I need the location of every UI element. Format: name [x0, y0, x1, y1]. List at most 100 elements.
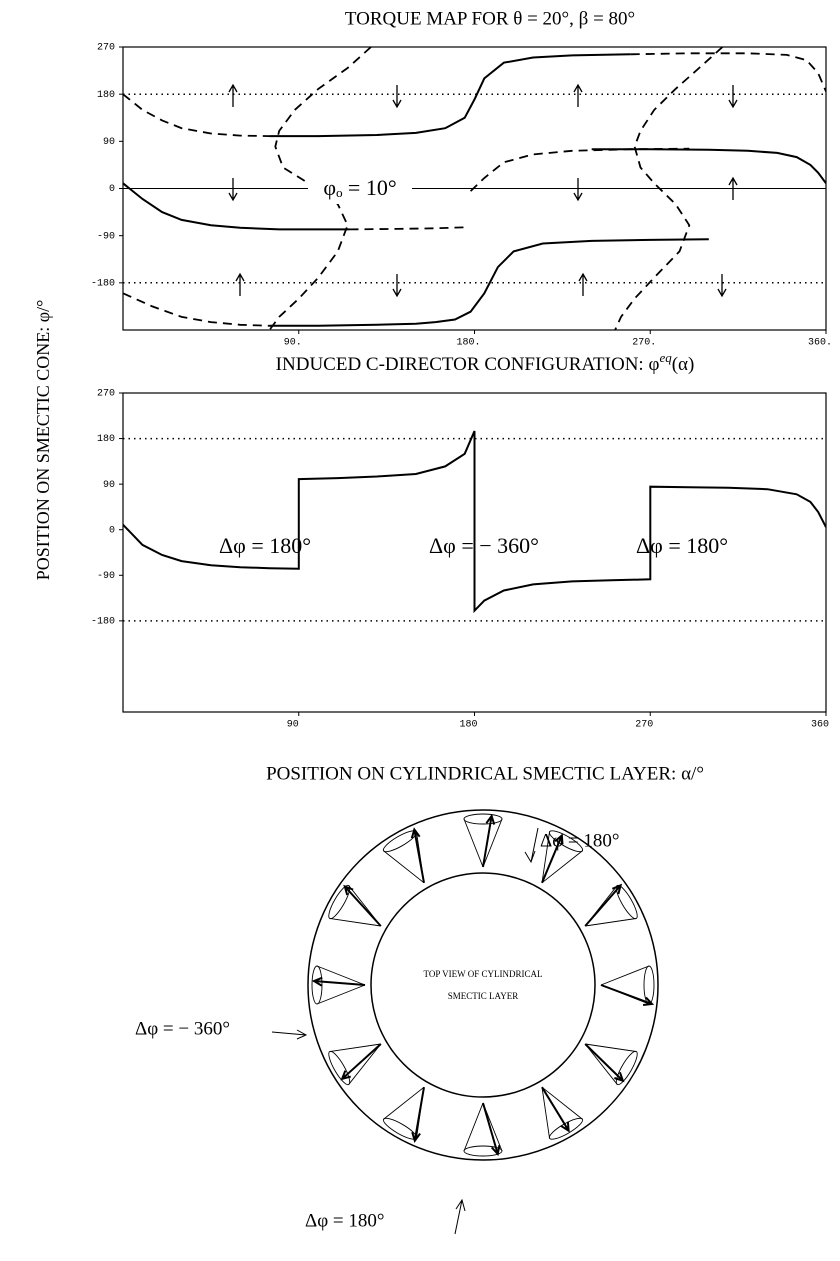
c-director	[410, 827, 425, 883]
curve	[269, 321, 436, 327]
torque-arrow	[228, 83, 238, 107]
annotation: Δφ = 180°	[219, 533, 311, 558]
pointer-arrow	[271, 1029, 308, 1040]
cone	[584, 1043, 637, 1085]
y-axis-label: POSITION ON SMECTIC CONE: φ/°	[33, 300, 53, 581]
torque-arrow	[573, 83, 583, 107]
cone-base	[615, 1050, 638, 1086]
cone	[541, 1086, 583, 1139]
torque-arrow	[392, 274, 402, 298]
c-director	[343, 884, 382, 927]
c-director	[584, 1043, 625, 1083]
outer-circle	[307, 809, 659, 1161]
torque-arrow	[578, 272, 588, 296]
curve	[123, 430, 826, 614]
title-part: (α)	[672, 354, 695, 375]
title-part: INDUCED C-DIRECTOR CONFIGURATION: φ	[276, 354, 660, 375]
x-axis-label: POSITION ON CYLINDRICAL SMECTIC LAYER: α…	[266, 763, 704, 784]
cone	[463, 818, 503, 868]
y-tick-label: 180	[97, 90, 115, 101]
cone-base	[328, 1050, 351, 1086]
x-tick-label: 270	[635, 720, 653, 731]
curve	[349, 226, 465, 231]
torque-arrow	[228, 178, 238, 202]
y-tick-label: -90	[97, 571, 115, 582]
c-director	[482, 1102, 501, 1157]
c-director	[541, 833, 564, 884]
cone-base	[463, 813, 503, 825]
y-tick-label: -180	[91, 278, 115, 289]
curve	[435, 238, 709, 324]
c-director	[600, 984, 655, 1006]
curve	[469, 147, 690, 192]
y-tick-label: 90	[103, 137, 115, 148]
title-sup: eq	[659, 350, 672, 365]
jump-label: Δφ = 180°	[540, 830, 620, 851]
curve	[269, 53, 631, 138]
cone	[316, 965, 366, 1005]
curve	[123, 93, 270, 137]
curve	[123, 182, 350, 231]
cone	[463, 1102, 503, 1152]
annotation: Δφ = − 360°	[429, 533, 539, 558]
jump-label: Δφ = − 360°	[135, 1018, 230, 1039]
y-tick-label: -90	[97, 231, 115, 242]
cone	[600, 965, 650, 1005]
y-tick-label: 90	[103, 480, 115, 491]
diagram: TOP VIEW OF CYLINDRICAL SMECTIC LAYER Δφ…	[135, 809, 659, 1235]
cone	[329, 885, 382, 927]
c-director	[541, 1086, 570, 1133]
y-tick-label: 0	[109, 525, 115, 536]
c-director	[311, 976, 366, 987]
cone-base	[548, 1117, 584, 1140]
inner-label: SMECTIC LAYER	[448, 991, 518, 1001]
annotation: φₒ = 10°	[323, 175, 396, 200]
cone-base	[548, 830, 584, 853]
chart-title: TORQUE MAP FOR θ = 20°, β = 80°	[345, 8, 635, 29]
torque-arrow	[717, 274, 727, 298]
c-director	[411, 1087, 425, 1143]
y-tick-label: 180	[97, 434, 115, 445]
inner-label: TOP VIEW OF CYLINDRICAL	[424, 969, 543, 979]
x-tick-label: 180	[459, 720, 477, 731]
x-tick-label: 270.	[632, 338, 656, 349]
torque-arrow	[728, 85, 738, 109]
pointer-arrow	[454, 1198, 466, 1235]
x-tick-label: 90.	[284, 338, 302, 349]
c-director	[584, 883, 623, 927]
cone	[329, 1043, 382, 1085]
cone-base	[463, 1145, 503, 1157]
c-director	[482, 813, 496, 868]
cone	[383, 831, 425, 884]
curve	[268, 47, 372, 330]
torque-arrow	[728, 176, 738, 200]
cone	[541, 831, 583, 884]
y-tick-label: -180	[91, 616, 115, 627]
cone-base	[328, 884, 351, 920]
chart-title: INDUCED C-DIRECTOR CONFIGURATION: φeq(α)	[276, 350, 695, 375]
y-tick-label: 0	[109, 184, 115, 195]
label-bg	[308, 176, 412, 204]
torque-arrow	[573, 178, 583, 202]
x-tick-label: 90	[287, 720, 299, 731]
pointer-arrow	[524, 827, 539, 864]
curve	[591, 148, 826, 184]
annotation: Δφ = 180°	[636, 533, 728, 558]
curve	[614, 47, 724, 330]
x-tick-label: 360	[811, 720, 829, 731]
c-director	[340, 1043, 382, 1081]
x-tick-label: 180.	[456, 338, 480, 349]
torque-arrow	[392, 85, 402, 109]
torque-arrow	[235, 272, 245, 296]
cone-base	[615, 884, 638, 920]
curve	[630, 52, 826, 92]
cone	[383, 1086, 425, 1139]
curve	[123, 292, 270, 327]
y-tick-label: 270	[97, 389, 115, 400]
y-tick-label: 270	[97, 43, 115, 54]
cone	[584, 885, 637, 927]
inner-circle	[370, 872, 596, 1098]
x-tick-label: 360.	[808, 338, 832, 349]
jump-label: Δφ = 180°	[305, 1210, 385, 1231]
